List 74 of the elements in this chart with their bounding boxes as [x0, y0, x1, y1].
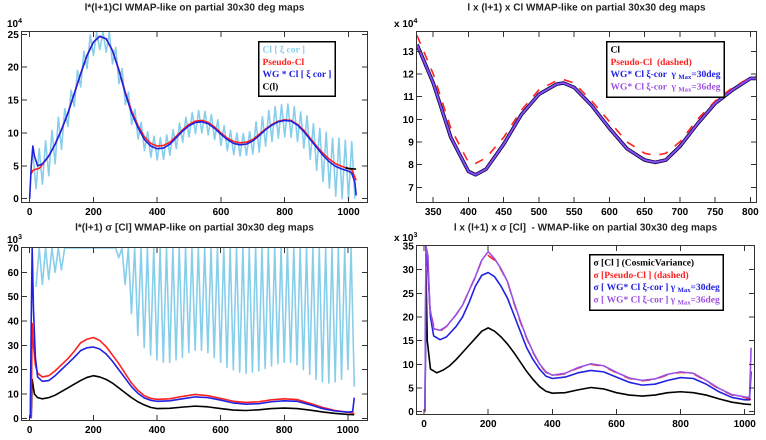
y-tick-label: 10	[402, 114, 414, 126]
x-tick-label: 0	[26, 207, 33, 218]
y-tick-label: 15	[8, 96, 20, 107]
text: Cl	[610, 46, 620, 56]
x-tick-label: 0	[26, 425, 33, 436]
y-tick-label: 10	[8, 128, 20, 140]
x-tick-label: 1000	[337, 207, 360, 218]
y-tick-label: 5	[13, 161, 20, 172]
y-tick-label: 7	[408, 182, 414, 194]
y-tick-label: 50	[8, 292, 20, 304]
chart-title: l*(l+1)Cl WMAP-like on partial 30x30 deg maps	[84, 2, 305, 14]
x-tick-label: 600	[608, 419, 626, 430]
y-tick-label: 20	[8, 365, 20, 376]
text: WG * Cl [ ξ cor ]	[262, 70, 332, 80]
text: Pseudo-Cl	[262, 58, 305, 68]
y-tick-label: 60	[8, 268, 20, 279]
y-tick-label: 20	[402, 312, 414, 324]
y-tick-label: 10	[8, 389, 20, 400]
text: C(l)	[262, 82, 278, 93]
y-tick-label: 20	[8, 62, 20, 74]
y-tick-label: 10	[402, 360, 414, 371]
y-tick-label: 30	[402, 265, 414, 276]
x-tick-label: 800	[742, 207, 760, 218]
x-tick-label: 550	[566, 207, 583, 218]
x-tick-label: 1000	[734, 419, 756, 430]
x-tick-label: 350	[424, 207, 442, 218]
y-tick-label: 13	[402, 46, 414, 58]
x-tick-label: 0	[421, 419, 428, 430]
x-tick-label: 750	[706, 207, 724, 218]
series-label: WG* Cl ξ-cor γ $_{Max}$=36deg	[610, 82, 721, 94]
chart-title: l*(l+1) σ [Cl] WMAP-like on partial 30x30 deg maps	[75, 222, 314, 234]
y-tick-label: 0	[13, 194, 20, 206]
text: σ [Pseudo-Cl ] (dashed)	[594, 270, 689, 281]
y-tick-label: 40	[8, 316, 20, 328]
y-tick-label: 25	[8, 30, 20, 41]
y-tick-label: 30	[8, 340, 20, 352]
x-tick-label: 200	[84, 425, 102, 436]
x-tick-label: 500	[530, 207, 548, 218]
x-tick-label: 200	[85, 207, 102, 218]
chart-title: l x (l+1) x Cl WMAP-like on partial 30x30 deg maps	[467, 2, 706, 14]
y-tick-label: 70	[8, 244, 20, 254]
x-tick-label: 800	[276, 207, 294, 218]
x-tick-label: 400	[544, 419, 562, 430]
x-tick-label: 400	[148, 207, 166, 218]
x-tick-label: 600	[212, 425, 230, 436]
y-tick-label: 8	[408, 160, 414, 172]
y-tick-label: 15	[402, 336, 414, 348]
x-tick-label: 400	[460, 207, 478, 218]
text: 10$^{4}$	[7, 18, 22, 30]
text: Cl [ ξ cor ]	[262, 46, 306, 56]
text: x 10$^{4}$	[394, 18, 418, 30]
text: σ [ WG* Cl ξ-cor ] γ $_{Max}$=36deg	[594, 296, 720, 307]
x-tick-label: 800	[276, 425, 294, 436]
text: σ [ WG* Cl ξ-cor ] γ $_{Max}$=30deg	[594, 283, 720, 294]
text: σ [Cl ] (CosmicVariance)	[594, 258, 694, 268]
text: Pseudo-Cl (dashed)	[610, 58, 692, 68]
y-tick-label: 12	[402, 69, 414, 80]
x-tick-label: 600	[212, 207, 230, 218]
x-tick-label: 400	[148, 425, 166, 436]
y-tick-label: 0	[408, 407, 414, 418]
x-tick-label: 450	[495, 207, 512, 218]
y-tick-label: 11	[403, 92, 414, 104]
y-tick-label: 25	[402, 288, 414, 300]
series-label: WG* Cl ξ-cor γ $_{Max}$=30deg	[610, 70, 721, 82]
x-tick-label: 1000	[336, 425, 360, 436]
x-tick-label: 800	[672, 419, 690, 430]
x-tick-label: 700	[672, 207, 689, 218]
y-tick-label: 5	[408, 383, 414, 394]
x-tick-label: 200	[480, 419, 497, 430]
x-tick-label: 600	[601, 207, 618, 218]
y-tick-label: 35	[402, 242, 414, 252]
chart-title: l x (l+1) x σ [Cl] - WMAP-like on partial 30x30 deg maps	[454, 222, 718, 234]
x-tick-label: 650	[636, 207, 654, 218]
y-tick-label: 9	[408, 137, 414, 148]
